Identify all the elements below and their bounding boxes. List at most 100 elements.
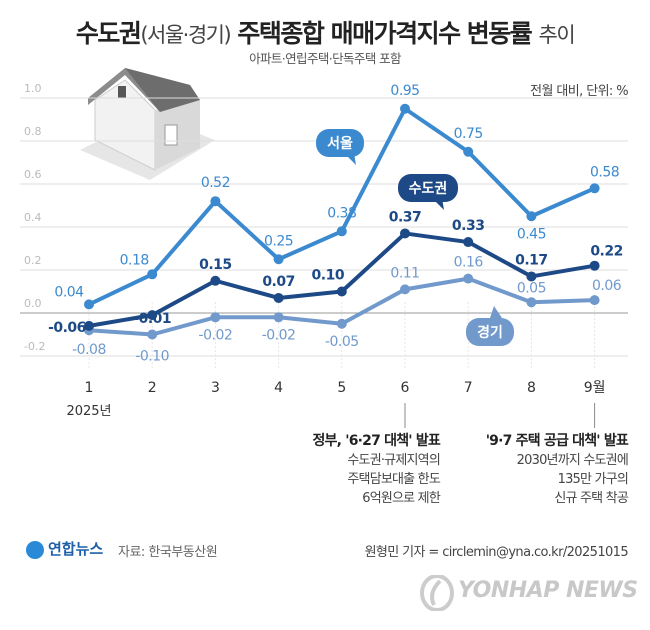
title-part: (서울·경기) — [140, 23, 231, 47]
x-tick-label: 9월 — [584, 380, 606, 396]
series-bubble — [466, 318, 514, 346]
data-label: 0.07 — [262, 274, 295, 290]
data-point — [336, 226, 347, 237]
annotation-line: 주택담보대출 한도 — [347, 472, 440, 487]
annotation-title: '9·7 주택 공급 대책' 발표 — [485, 433, 629, 449]
x-tick-label: 8 — [527, 380, 536, 396]
y-tick-label: 0.0 — [24, 297, 42, 310]
watermark: YONHAP NEWS — [458, 578, 638, 603]
annotation-line: 2030년까지 수도권에 — [516, 453, 629, 468]
y-tick-label: -0.2 — [24, 340, 45, 353]
data-point — [84, 320, 94, 331]
data-point — [147, 329, 158, 340]
page-title: 수도권(서울·경기) 주택종합 매매가격지수 변동률 추이 — [0, 14, 650, 50]
data-point — [84, 299, 94, 310]
title-part: 수도권 — [75, 19, 142, 48]
legend-label: 경기 — [477, 324, 503, 341]
bubble-tail — [346, 153, 356, 165]
data-point — [589, 260, 600, 271]
data-label: 0.58 — [590, 164, 619, 180]
annotation-title: 정부, '6·27 대책' 발표 — [312, 433, 440, 449]
data-point — [589, 295, 600, 306]
data-point — [526, 297, 537, 308]
data-point — [210, 196, 221, 207]
data-label: 0.17 — [515, 252, 548, 268]
watermark-logo-icon — [420, 575, 454, 611]
legend-label: 서울 — [327, 135, 353, 152]
x-year-label: 2025년 — [66, 404, 111, 419]
data-label: 0.06 — [592, 278, 622, 294]
data-label: -0.08 — [72, 342, 106, 358]
annotation-627: 정부, '6·27 대책' 발표 수도권·규제지역의 주택담보대출 한도 6억원… — [312, 432, 440, 508]
data-label: 0.16 — [454, 255, 484, 271]
data-point — [210, 275, 221, 286]
annotation-line: 135만 가구의 — [557, 472, 629, 487]
annotation-97: '9·7 주택 공급 대책' 발표 2030년까지 수도권에 135만 가구의 … — [485, 432, 629, 508]
x-tick-label: 1 — [85, 380, 94, 396]
data-point — [336, 318, 347, 329]
data-point — [147, 269, 158, 280]
data-point — [273, 292, 284, 303]
data-label: 0.37 — [389, 209, 422, 225]
data-point — [400, 103, 410, 114]
x-tick-label: 4 — [274, 380, 283, 396]
data-label: 0.33 — [452, 218, 485, 234]
y-tick-label: 0.4 — [24, 211, 42, 224]
data-point — [336, 286, 347, 297]
y-tick-label: 0.2 — [24, 254, 42, 267]
x-tick-label: 7 — [464, 380, 473, 396]
x-tick-label: 3 — [211, 380, 220, 396]
data-label: -0.02 — [262, 327, 296, 343]
data-point — [463, 273, 474, 284]
series-bubble — [398, 174, 458, 202]
yonhap-logo-icon — [26, 540, 44, 559]
annotation-line: 신규 주택 착공 — [554, 491, 628, 506]
source-text: 자료: 한국부동산원 — [118, 545, 218, 560]
y-tick-label: 1.0 — [24, 82, 42, 95]
logo-text: 연합뉴스 — [48, 540, 104, 558]
data-label: 0.25 — [264, 233, 293, 249]
series-bubble — [316, 129, 364, 157]
house-illustration — [80, 68, 215, 180]
data-label: 0.04 — [54, 284, 84, 300]
credit-text: 원형민 기자 = circlemin@yna.co.kr/20251015 — [364, 545, 629, 560]
data-label: 0.10 — [312, 268, 345, 284]
data-label: 0.75 — [454, 126, 483, 142]
data-label: 0.15 — [199, 257, 232, 273]
bubble-tail — [434, 198, 444, 210]
data-label: 0.45 — [517, 226, 546, 242]
data-label: -0.05 — [325, 334, 359, 350]
line-chart: 1.0 0.8 0.6 0.4 0.2 0.0 -0.2 1 2 3 4 5 6 7 8 9월 2025년 -0… — [20, 68, 628, 428]
data-point — [273, 312, 284, 323]
data-label: -0.06 — [48, 320, 86, 336]
yonhap-logo: 연합뉴스 — [26, 538, 103, 559]
x-tick-label: 5 — [337, 380, 346, 396]
data-label: -0.01 — [133, 311, 171, 327]
data-label: 0.22 — [590, 244, 623, 260]
data-point — [400, 284, 410, 295]
subtitle: 아파트·연립주택·단독주택 포함 — [249, 51, 401, 66]
data-point — [400, 228, 410, 239]
x-tick-label: 2 — [148, 380, 157, 396]
data-point — [147, 310, 158, 321]
legend-label: 수도권 — [409, 181, 448, 197]
data-point — [463, 146, 474, 157]
data-point — [526, 271, 537, 282]
data-label: 0.18 — [120, 252, 149, 268]
data-point — [273, 254, 284, 265]
y-tick-label: 0.6 — [24, 168, 42, 181]
data-label: 0.52 — [201, 175, 230, 191]
data-point — [210, 312, 221, 323]
data-label: 0.11 — [390, 265, 419, 281]
data-label: -0.02 — [199, 327, 233, 343]
y-tick-label: 0.8 — [24, 125, 42, 138]
title-part: 주택종합 매매가격지수 변동률 — [237, 19, 532, 48]
data-label: 0.05 — [517, 280, 546, 296]
annotation-line: 6억원으로 제한 — [362, 491, 441, 506]
data-label: -0.10 — [135, 349, 169, 365]
unit-label: 전월 대비, 단위: % — [530, 84, 628, 99]
annotation-line: 수도권·규제지역의 — [347, 453, 440, 468]
data-point — [526, 211, 537, 222]
title-part: 추이 — [538, 23, 576, 47]
